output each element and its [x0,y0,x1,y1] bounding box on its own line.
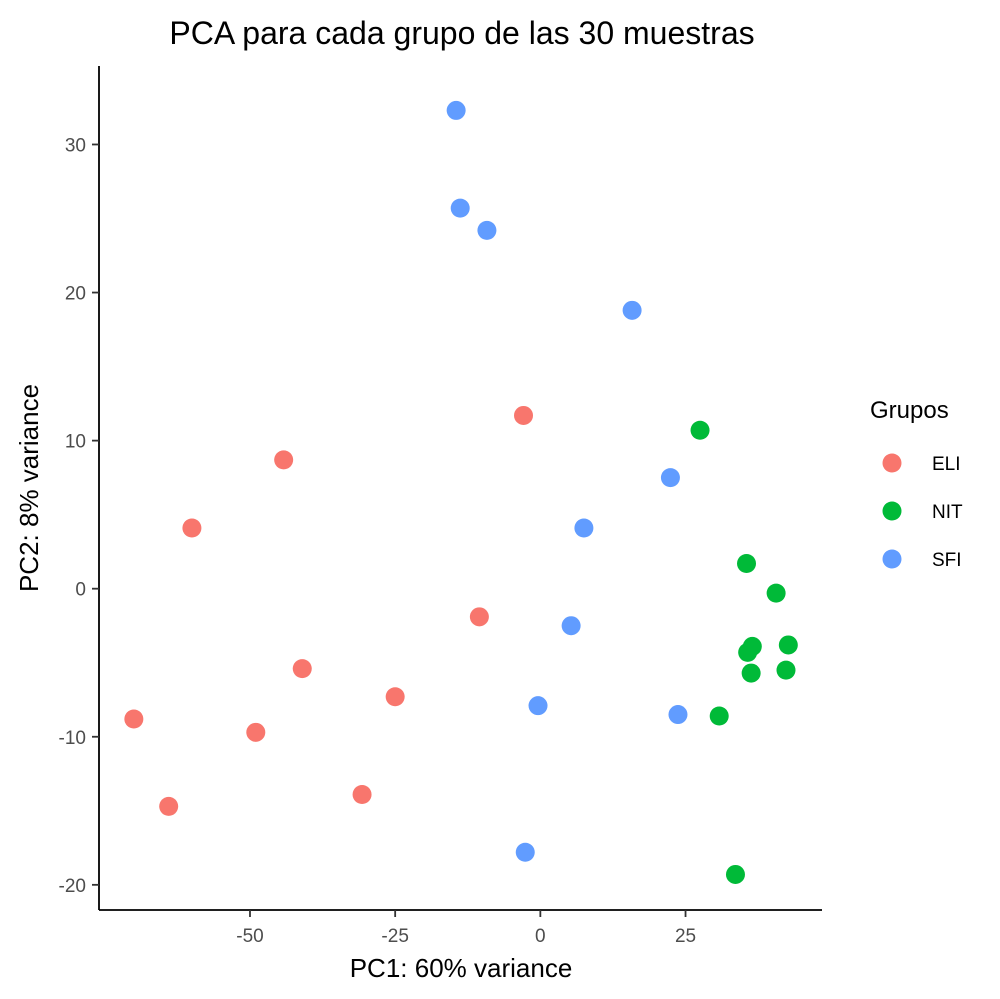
data-point-nit [690,420,710,440]
y-tick-label: 20 [65,284,86,305]
data-point-sfi [450,198,470,218]
legend-items: ELI NIT SFI [882,453,963,571]
plot-area [124,100,798,884]
data-point-eli [182,518,202,538]
data-point-nit [741,663,761,683]
y-axis-ticks: -20 -10 0 10 20 30 [59,135,99,897]
y-tick-label: -10 [59,728,86,749]
data-point-nit [737,554,757,574]
x-tick-label: -50 [236,926,263,947]
data-point-nit [725,864,745,884]
data-point-nit [776,660,796,680]
data-point-sfi [561,616,581,636]
data-point-eli [124,709,144,729]
data-point-nit [738,642,758,662]
legend-label-sfi: SFI [932,550,962,571]
data-point-nit [766,583,786,603]
data-point-eli [292,659,312,679]
data-point-eli [246,722,266,742]
series-sfi [446,100,688,862]
legend-key-eli [882,453,902,473]
x-tick-label: 0 [535,926,546,947]
y-tick-label: 10 [65,432,86,453]
data-point-eli [159,796,179,816]
chart-title: PCA para cada grupo de las 30 muestras [169,15,754,51]
x-tick-label: -25 [381,926,408,947]
data-point-sfi [660,468,680,488]
data-point-eli [469,607,489,627]
legend: Grupos ELI NIT SFI [870,397,963,571]
legend-label-nit: NIT [932,502,963,523]
data-point-eli [274,450,294,470]
data-point-sfi [446,100,466,120]
data-point-eli [514,405,534,425]
y-tick-label: 30 [65,135,86,156]
legend-key-sfi [882,549,902,569]
data-point-sfi [668,705,688,725]
data-point-nit [778,635,798,655]
data-point-sfi [528,696,548,716]
x-axis-title: PC1: 60% variance [350,953,573,983]
data-point-eli [385,687,405,707]
legend-title: Grupos [870,397,949,424]
y-axis-title: PC2: 8% variance [14,384,44,592]
data-point-sfi [515,842,535,862]
data-point-sfi [622,300,642,320]
y-tick-label: -20 [59,876,86,897]
legend-key-nit [882,501,902,521]
data-point-nit [709,706,729,726]
data-point-eli [352,785,372,805]
x-tick-label: 25 [675,926,696,947]
x-axis-ticks: -50 -25 0 25 [236,910,696,947]
data-point-sfi [574,518,594,538]
legend-label-eli: ELI [932,454,961,475]
data-point-sfi [477,220,497,240]
series-eli [124,405,534,816]
series-nit [690,420,798,884]
y-tick-label: 0 [75,580,86,601]
